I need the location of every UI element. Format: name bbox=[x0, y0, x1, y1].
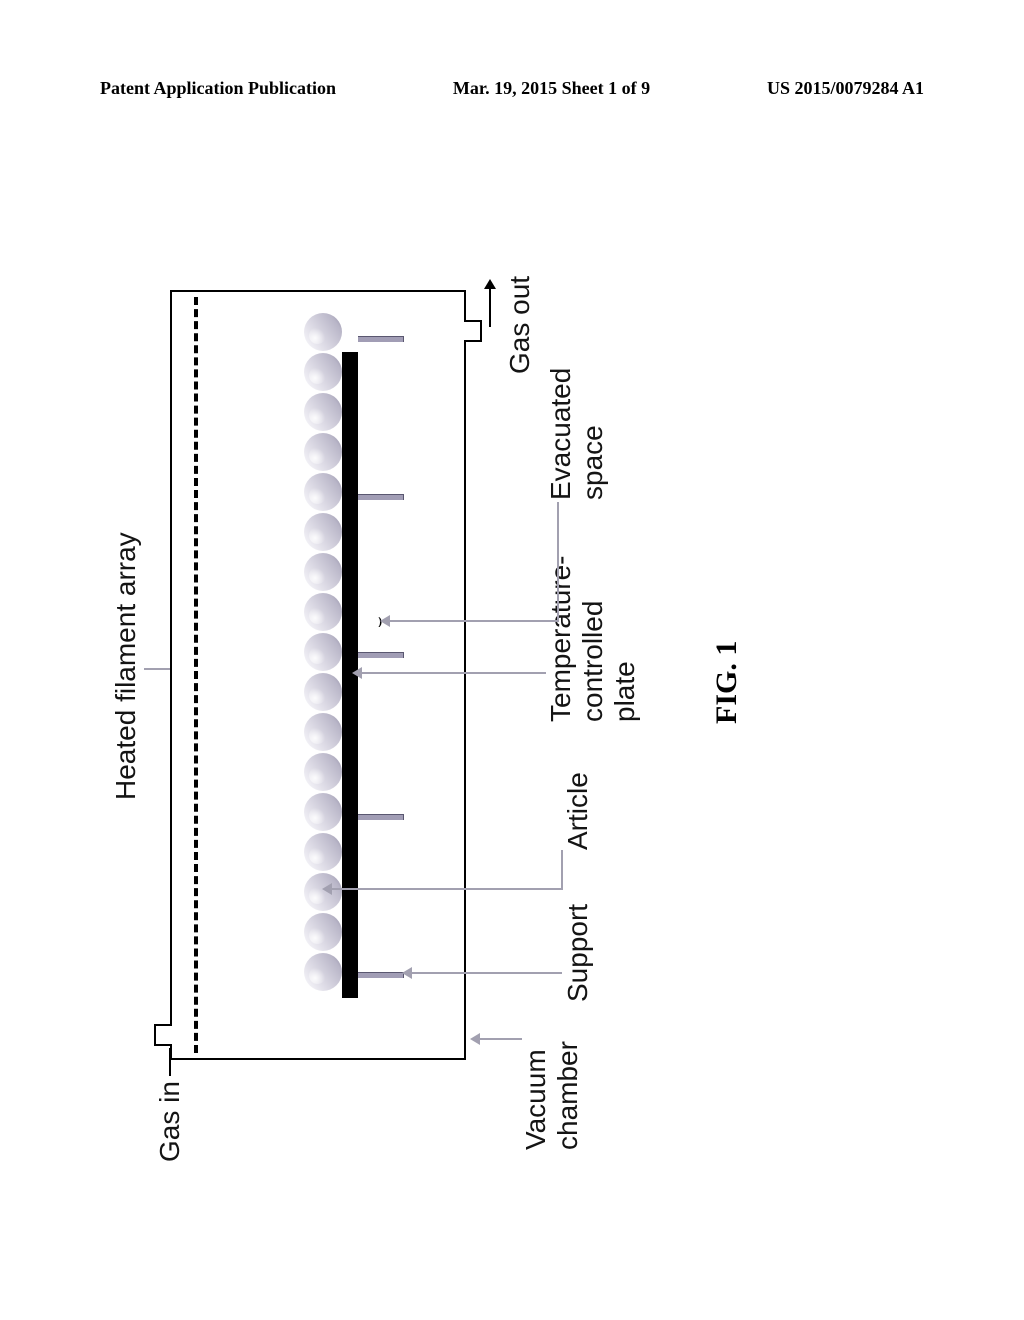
label-evac-2: space bbox=[577, 425, 609, 500]
article-sphere bbox=[304, 513, 342, 551]
heated-filament-row bbox=[194, 297, 198, 1053]
label-tcp-3: plate bbox=[609, 661, 641, 722]
arrow-evac-h bbox=[557, 502, 559, 622]
gas-out-port-cut bbox=[464, 323, 467, 340]
article-sphere bbox=[304, 833, 342, 871]
article-sphere bbox=[304, 793, 342, 831]
header-left: Patent Application Publication bbox=[100, 78, 336, 99]
arrow-article-head bbox=[322, 883, 332, 895]
arrow-evac bbox=[388, 620, 558, 622]
arrow-evac-head bbox=[380, 615, 390, 627]
arrow-tcp bbox=[360, 672, 546, 674]
plate-support bbox=[358, 336, 404, 342]
article-sphere bbox=[304, 433, 342, 471]
header-right: US 2015/0079284 A1 bbox=[767, 78, 924, 99]
label-support: Support bbox=[562, 904, 594, 1002]
figure-caption: FIG. 1 bbox=[710, 641, 744, 724]
arrow-gas-out bbox=[489, 287, 491, 327]
article-sphere bbox=[304, 633, 342, 671]
gas-in-port-cut bbox=[170, 1027, 173, 1044]
arrow-article-h bbox=[561, 850, 563, 890]
label-article: Article bbox=[562, 772, 594, 850]
article-sphere bbox=[304, 713, 342, 751]
label-heated-filament-array: Heated filament array bbox=[110, 532, 142, 800]
arrow-article bbox=[330, 888, 562, 890]
article-sphere bbox=[304, 753, 342, 791]
label-gas-out: Gas out bbox=[504, 276, 536, 374]
figure-1: Heated filament array Gas in bbox=[100, 160, 924, 1180]
article-sphere bbox=[304, 913, 342, 951]
label-tcp-2: controlled bbox=[577, 601, 609, 722]
article-sphere bbox=[304, 353, 342, 391]
arrow-vacuum-chamber-head bbox=[470, 1033, 480, 1045]
header-center: Mar. 19, 2015 Sheet 1 of 9 bbox=[453, 78, 650, 99]
vacuum-chamber: ⌣ bbox=[170, 290, 466, 1060]
article-sphere bbox=[304, 393, 342, 431]
arrow-support bbox=[410, 972, 562, 974]
article-sphere bbox=[304, 553, 342, 591]
article-sphere bbox=[304, 593, 342, 631]
article-sphere bbox=[304, 313, 342, 351]
plate-support bbox=[358, 814, 404, 820]
plate-support bbox=[358, 652, 404, 658]
article-sphere bbox=[304, 673, 342, 711]
figure-1-canvas: Heated filament array Gas in bbox=[100, 160, 924, 1180]
plate-support bbox=[358, 972, 404, 978]
label-gas-in: Gas in bbox=[154, 1081, 186, 1162]
label-evac-1: Evacuated bbox=[545, 368, 577, 500]
gas-out-port bbox=[464, 320, 482, 342]
arrow-tcp-head bbox=[352, 667, 362, 679]
plate-support bbox=[358, 494, 404, 500]
arrow-gas-out-head bbox=[484, 279, 496, 289]
arrow-vacuum-chamber bbox=[478, 1038, 522, 1040]
article-sphere bbox=[304, 953, 342, 991]
article-sphere bbox=[304, 473, 342, 511]
label-vacuum-chamber-1: Vacuum bbox=[520, 1049, 552, 1150]
arrow-support-head bbox=[402, 967, 412, 979]
label-vacuum-chamber-2: chamber bbox=[552, 1041, 584, 1150]
page-header: Patent Application Publication Mar. 19, … bbox=[100, 78, 924, 99]
label-tcp-1: Temperature- bbox=[545, 555, 577, 722]
